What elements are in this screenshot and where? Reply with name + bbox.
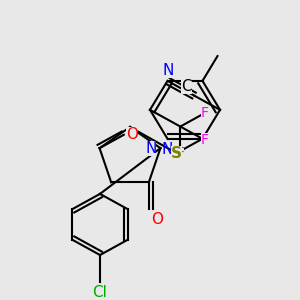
Text: S: S <box>171 146 182 160</box>
Text: O: O <box>126 127 138 142</box>
Text: N: N <box>162 142 173 157</box>
Text: F: F <box>176 146 184 160</box>
Text: Cl: Cl <box>93 285 107 300</box>
Text: C: C <box>182 79 192 94</box>
Text: F: F <box>201 133 208 147</box>
Text: N: N <box>145 141 156 156</box>
Text: O: O <box>151 212 163 227</box>
Text: N: N <box>162 63 174 78</box>
Text: F: F <box>201 106 208 120</box>
